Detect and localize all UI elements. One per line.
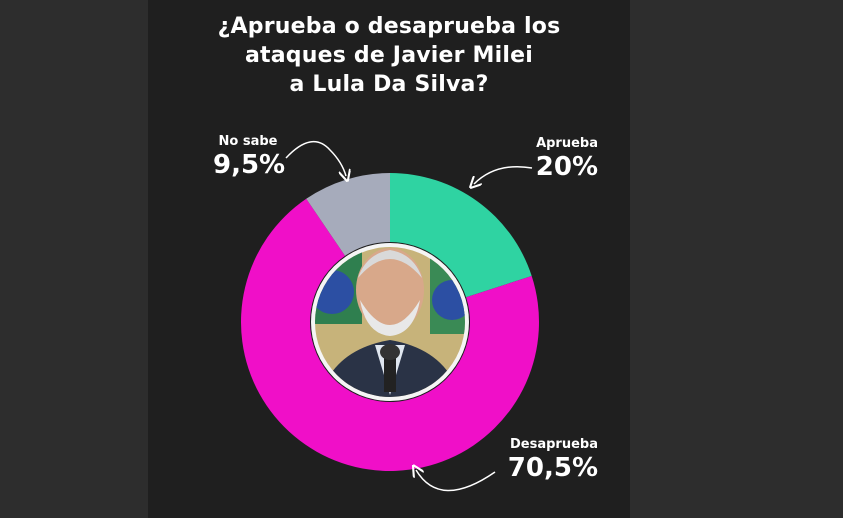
slice-value-aprueba: 20% xyxy=(535,152,598,182)
slice-value-desaprueba: 70,5% xyxy=(507,453,598,483)
title-line-1: ¿Aprueba o desaprueba los xyxy=(217,14,561,39)
chart-title: ¿Aprueba o desaprueba los ataques de Jav… xyxy=(148,12,630,99)
label-no-sabe: No sabe 9,5% xyxy=(213,134,286,180)
slice-desaprueba xyxy=(240,198,540,472)
arrow-desaprueba xyxy=(416,470,496,492)
slice-label-aprueba: Aprueba xyxy=(536,136,598,151)
arrow-aprueba xyxy=(474,165,533,184)
slice-no-sabe xyxy=(306,173,390,256)
right-margin xyxy=(630,0,843,518)
slice-value-no-sabe: 9,5% xyxy=(213,150,286,180)
slice-aprueba xyxy=(390,173,532,298)
title-line-2: ataques de Javier Milei xyxy=(244,43,533,68)
label-aprueba: Aprueba 20% xyxy=(528,136,598,182)
title-line-3: a Lula Da Silva? xyxy=(289,72,489,97)
slice-label-no-sabe: No sabe xyxy=(218,134,278,149)
left-margin xyxy=(0,0,148,518)
arrow-no-sabe xyxy=(285,141,346,176)
label-desaprueba: Desaprueba 70,5% xyxy=(498,437,598,483)
slice-label-desaprueba: Desaprueba xyxy=(510,437,598,452)
donut-slices xyxy=(240,173,540,472)
lula-photo xyxy=(311,243,469,401)
